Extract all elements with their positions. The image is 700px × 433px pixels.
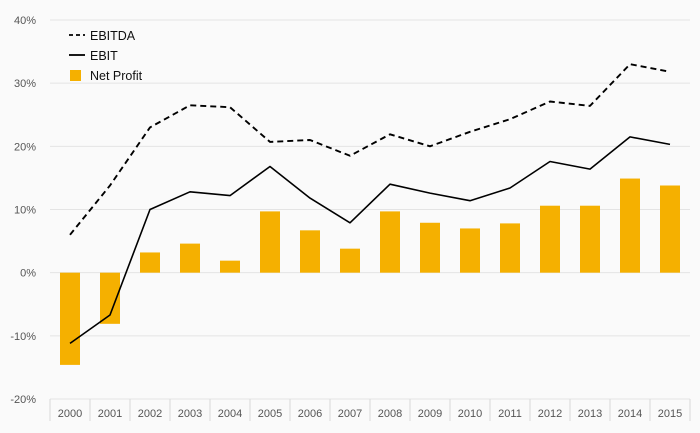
x-tick-label: 2010 [458, 408, 482, 420]
y-tick-label: 40% [14, 15, 36, 27]
y-tick-label: 30% [14, 78, 36, 90]
x-tick-label: 2007 [338, 408, 362, 420]
bar-net-profit-2012 [540, 205, 560, 273]
x-tick-label: 2003 [178, 408, 202, 420]
legend-label-ebitda: EBITDA [90, 29, 136, 43]
x-tick-label: 2004 [218, 408, 242, 420]
x-tick-label: 2015 [658, 408, 682, 420]
axes: -20% -10% 0% 10% 20% 30% 40% 2000 2001 2002 2003 20… [10, 15, 682, 420]
bar-net-profit-2000 [60, 272, 80, 365]
bar-net-profit-2015 [660, 185, 680, 273]
bar-net-profit-2007 [340, 248, 360, 273]
line-series [69, 63, 671, 345]
bar-net-profit-2009 [420, 222, 440, 273]
x-tick-label: 2012 [538, 408, 562, 420]
x-tick-label: 2014 [618, 408, 642, 420]
x-tick-label: 2002 [138, 408, 162, 420]
bar-net-profit-2002 [140, 252, 160, 273]
x-tick-label: 2009 [418, 408, 442, 420]
y-tick-label: 20% [14, 141, 36, 153]
y-tick-label: -10% [10, 331, 36, 343]
y-tick-label: -20% [10, 394, 36, 406]
x-tick-label: 2000 [58, 408, 82, 420]
bar-net-profit-2006 [300, 230, 320, 273]
line-ebitda [69, 63, 671, 236]
x-tick-label: 2008 [378, 408, 402, 420]
legend-label-ebit: EBIT [90, 49, 118, 63]
x-tick-label: 2011 [498, 408, 522, 420]
bar-net-profit-2003 [180, 243, 200, 273]
bar-net-profit-2001 [100, 272, 120, 324]
x-tick-label: 2005 [258, 408, 282, 420]
bar-net-profit-2008 [380, 211, 400, 273]
line-ebit [69, 136, 671, 345]
y-tick-label: 0% [20, 268, 36, 280]
x-tick-label: 2001 [98, 408, 122, 420]
bar-net-profit-2014 [620, 178, 640, 273]
net-profit-bars [60, 178, 680, 365]
x-tick-label: 2013 [578, 408, 602, 420]
bar-net-profit-2011 [500, 223, 520, 273]
bar-net-profit-2010 [460, 228, 480, 273]
bar-net-profit-2005 [260, 211, 280, 273]
bar-net-profit-2013 [580, 205, 600, 273]
legend-swatch-net-profit [70, 70, 81, 81]
x-tick-label: 2006 [298, 408, 322, 420]
legend-label-net-profit: Net Profit [90, 69, 143, 83]
bar-net-profit-2004 [220, 260, 240, 273]
y-tick-label: 10% [14, 205, 36, 217]
legend: EBITDA EBIT Net Profit [69, 29, 143, 83]
